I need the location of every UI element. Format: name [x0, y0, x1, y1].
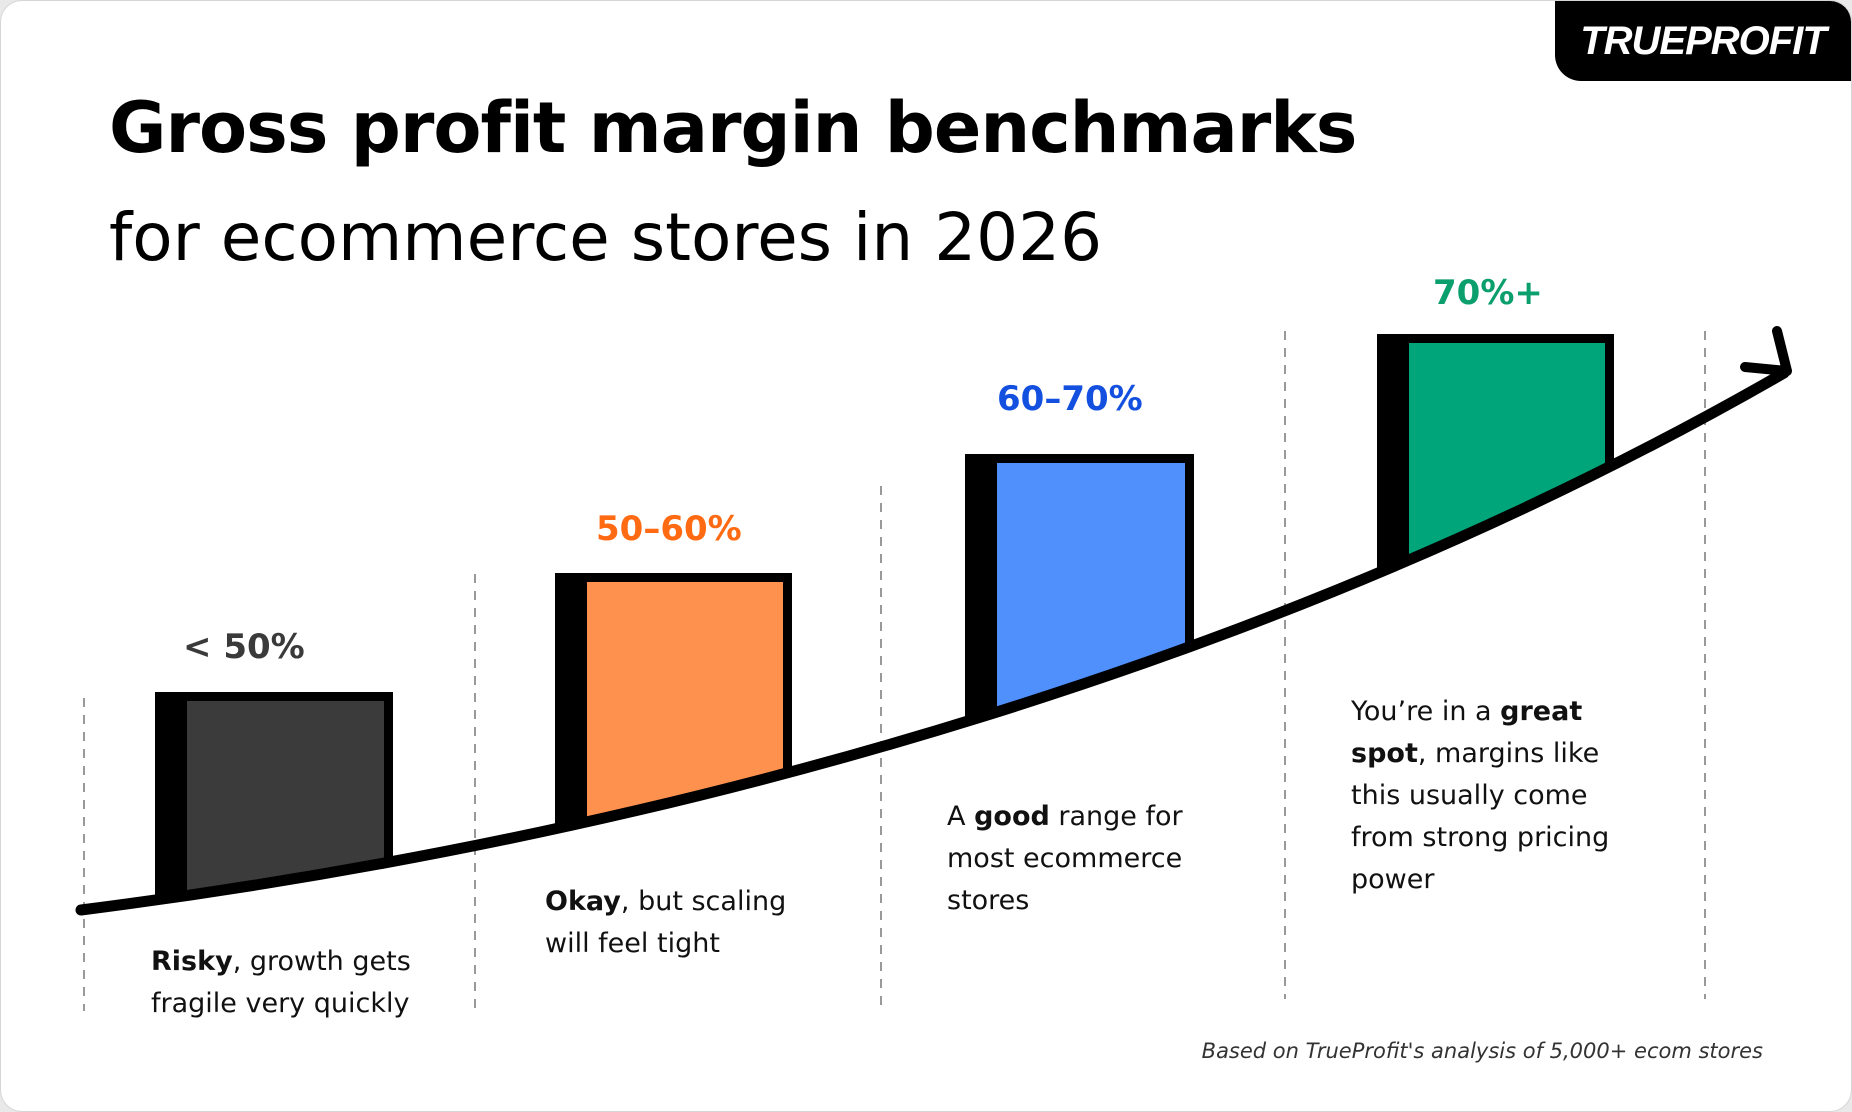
- page-subtitle: for ecommerce stores in 2026: [109, 199, 1103, 276]
- bar-fill-3: [997, 463, 1185, 910]
- tier-description-4: You’re in a great spot, margins like thi…: [1351, 696, 1610, 895]
- growth-curve: [75, 367, 1790, 916]
- footnote: Based on TrueProfit's analysis of 5,000+…: [1201, 1039, 1763, 1063]
- tier-description-2: Okay, but scaling will feel tight: [545, 886, 787, 959]
- tier-label-2: 50–60%: [596, 509, 742, 549]
- arrow-head-icon: [1740, 326, 1792, 376]
- bar-fill-4: [1409, 343, 1605, 910]
- tier-label-3: 60–70%: [997, 379, 1143, 419]
- tier-description-3: A good range for most ecommerce stores: [947, 801, 1183, 916]
- page-title: Gross profit margin benchmarks: [109, 87, 1357, 169]
- tier-label-4: 70%+: [1433, 273, 1543, 313]
- tier-label-1: < 50%: [183, 627, 305, 667]
- tier-description-1: Risky, growth gets fragile very quickly: [151, 946, 411, 1019]
- trueprofit-logo: TRUEPROFIT: [1555, 1, 1851, 81]
